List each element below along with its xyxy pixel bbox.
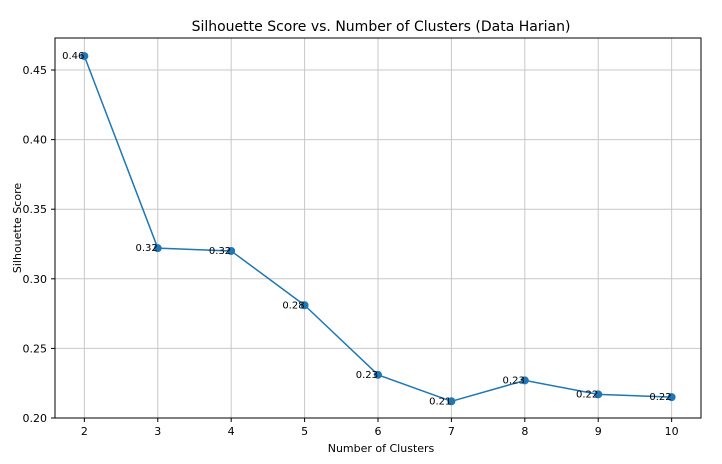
data-point-1 xyxy=(153,244,162,253)
data-label-6: 0.23 xyxy=(503,375,525,386)
data-label-5: 0.21 xyxy=(429,396,451,407)
y-tick-label-5: 0.45 xyxy=(23,64,48,77)
x-tick-label-7: 9 xyxy=(595,425,602,438)
ticks: 2 3 4 5 6 7 8 9 10 0.20 0.25 0.30 0.35 0.40 0.45 xyxy=(23,64,679,438)
x-tick-label-1: 3 xyxy=(154,425,161,438)
y-tick-label-1: 0.25 xyxy=(23,342,48,355)
data-point-8 xyxy=(667,393,676,402)
x-axis-label: Number of Clusters xyxy=(328,442,435,455)
data-label-7: 0.22 xyxy=(576,389,598,400)
y-axis-label: Silhouette Score xyxy=(11,183,24,273)
y-tick-label-4: 0.40 xyxy=(23,134,48,147)
x-tick-label-5: 7 xyxy=(448,425,455,438)
data-labels: 0.46 0.32 0.32 0.28 0.23 0.21 0.23 0.22 0.22 xyxy=(62,51,672,407)
data-point-4 xyxy=(374,370,382,379)
x-tick-label-8: 10 xyxy=(665,425,679,438)
x-tick-label-6: 8 xyxy=(521,425,528,438)
series xyxy=(80,52,676,406)
data-point-7 xyxy=(594,390,603,399)
data-label-3: 0.28 xyxy=(282,300,304,311)
data-point-2 xyxy=(227,246,236,255)
data-point-3 xyxy=(300,301,309,310)
data-label-4: 0.23 xyxy=(356,370,378,381)
x-tick-label-2: 4 xyxy=(228,425,235,438)
x-tick-label-3: 5 xyxy=(301,425,308,438)
grid xyxy=(55,38,701,419)
y-tick-label-3: 0.35 xyxy=(23,203,48,216)
data-label-1: 0.32 xyxy=(136,243,158,254)
data-point-5 xyxy=(447,397,456,406)
y-tick-label-2: 0.30 xyxy=(23,273,48,286)
y-tick-label-0: 0.20 xyxy=(23,412,48,425)
data-point-0 xyxy=(80,52,89,61)
x-tick-label-0: 2 xyxy=(81,425,88,438)
data-label-8: 0.22 xyxy=(649,392,671,403)
data-point-6 xyxy=(520,376,529,385)
chart-title: Silhouette Score vs. Number of Clusters … xyxy=(192,19,571,35)
data-label-0: 0.46 xyxy=(62,51,84,62)
x-tick-label-4: 6 xyxy=(375,425,382,438)
data-label-2: 0.32 xyxy=(209,246,231,257)
